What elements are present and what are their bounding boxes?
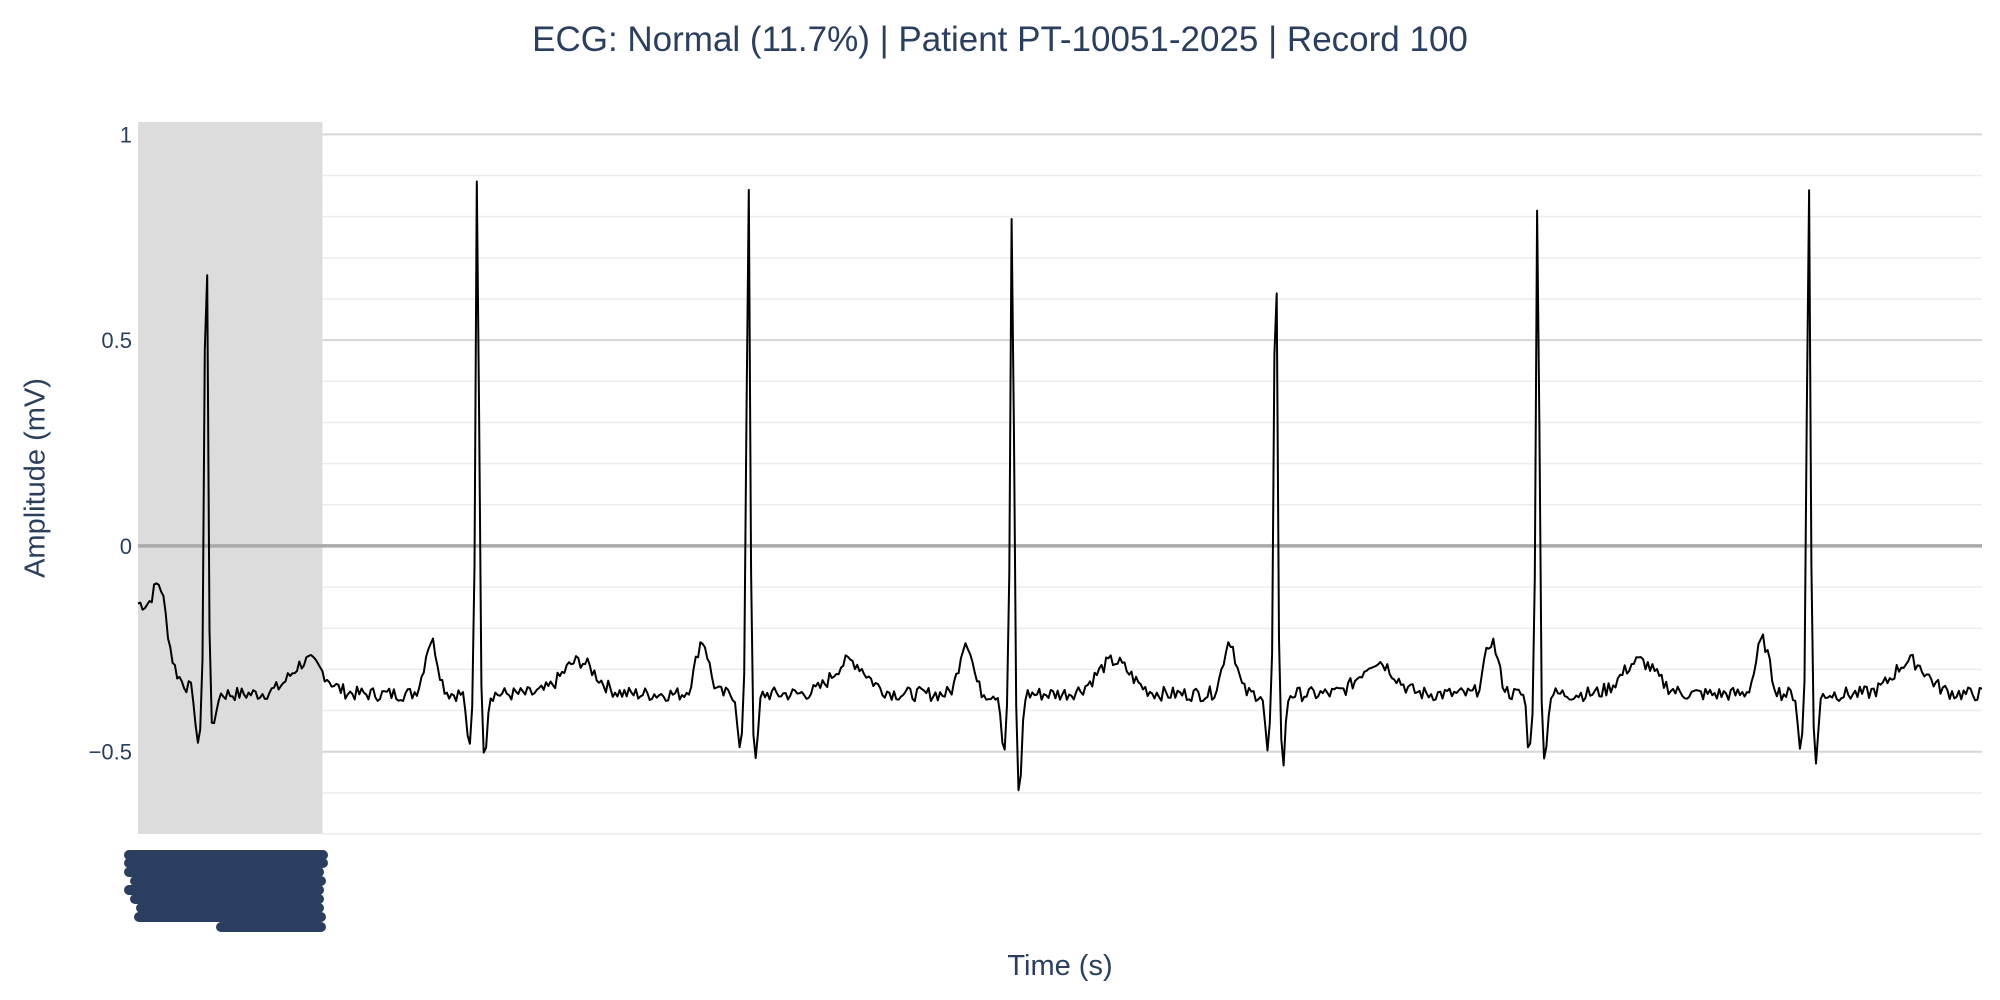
redaction-bar: [130, 876, 326, 886]
ecg-trace: [137, 180, 1983, 792]
redaction-bar: [124, 850, 328, 860]
y-tick-label: 1: [120, 122, 132, 147]
x-axis-title: Time (s): [1007, 950, 1113, 982]
redaction-bar: [130, 894, 324, 904]
redaction-bar: [124, 858, 328, 868]
y-tick-label: 0: [120, 534, 132, 559]
redaction-bar: [216, 922, 326, 932]
redaction-bar: [134, 912, 326, 922]
y-tick-label: 0.5: [101, 328, 132, 353]
highlight-region: [138, 122, 323, 834]
redaction-bar: [124, 885, 324, 895]
chart-title: ECG: Normal (11.7%) | Patient PT-10051-2…: [532, 20, 1468, 59]
y-tick-label: −0.5: [89, 740, 132, 765]
redaction-bar: [136, 903, 324, 913]
redaction-bar: [124, 867, 324, 877]
